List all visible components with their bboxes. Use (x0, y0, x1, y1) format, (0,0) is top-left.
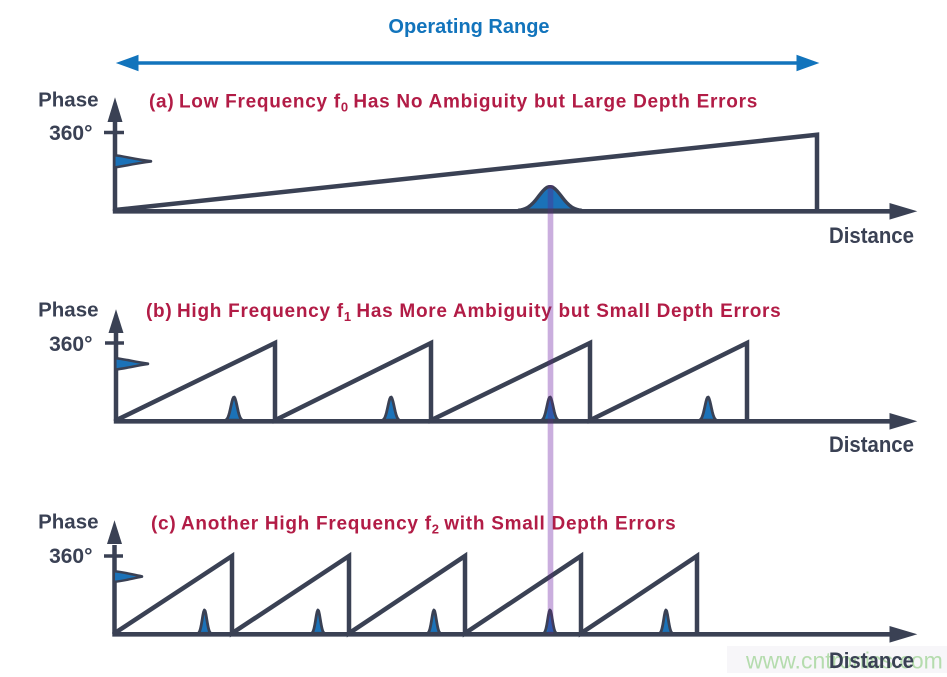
svg-text:(c) Another High Frequency f2: (c) Another High Frequency f2 with Small… (151, 514, 676, 537)
svg-text:Phase: Phase (38, 299, 98, 322)
svg-text:Operating Range: Operating Range (388, 16, 549, 38)
svg-text:360°: 360° (49, 122, 92, 145)
svg-text:Phase: Phase (38, 89, 98, 112)
svg-text:Distance: Distance (829, 648, 914, 673)
svg-text:Distance: Distance (829, 223, 914, 248)
svg-text:www.cntronics.com: www.cntronics.com (745, 648, 943, 674)
svg-text:360°: 360° (49, 333, 92, 356)
svg-text:(a) Low Frequency f0 Has No Am: (a) Low Frequency f0 Has No Ambiguity bu… (149, 92, 758, 115)
svg-text:(b) High Frequency f1 Has More: (b) High Frequency f1 Has More Ambiguity… (146, 301, 781, 324)
svg-text:Distance: Distance (829, 432, 914, 457)
svg-text:Phase: Phase (38, 511, 98, 534)
svg-text:360°: 360° (49, 545, 92, 568)
